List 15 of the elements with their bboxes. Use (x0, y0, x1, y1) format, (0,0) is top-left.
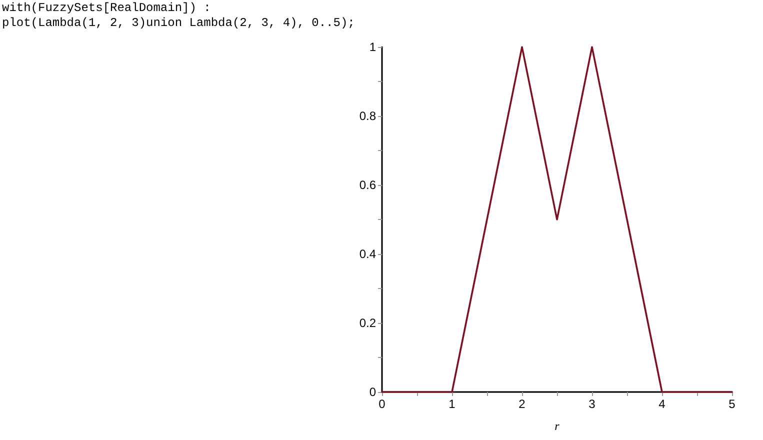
x-tick-label: 1 (448, 397, 456, 411)
y-tick-label: 1 (369, 40, 376, 54)
y-tick-label: 0.4 (359, 247, 376, 261)
x-tick-label: 2 (518, 397, 526, 411)
y-tick-label: 0.2 (359, 316, 376, 330)
x-tick-label: 5 (728, 397, 736, 411)
y-tick-label: 0 (369, 385, 376, 399)
y-tick-label: 0.8 (359, 109, 376, 123)
x-axis-title: r (554, 419, 560, 433)
y-tick-label: 0.6 (359, 178, 376, 192)
x-tick-label: 4 (658, 397, 666, 411)
x-tick-label: 3 (588, 397, 596, 411)
text: with(FuzzySets[RealDomain]) : (2, 1, 211, 15)
x-tick-label: 0 (378, 397, 386, 411)
text: plot(Lambda(1, 2, 3)union Lambda(2, 3, 4), 0..5); (2, 16, 355, 30)
